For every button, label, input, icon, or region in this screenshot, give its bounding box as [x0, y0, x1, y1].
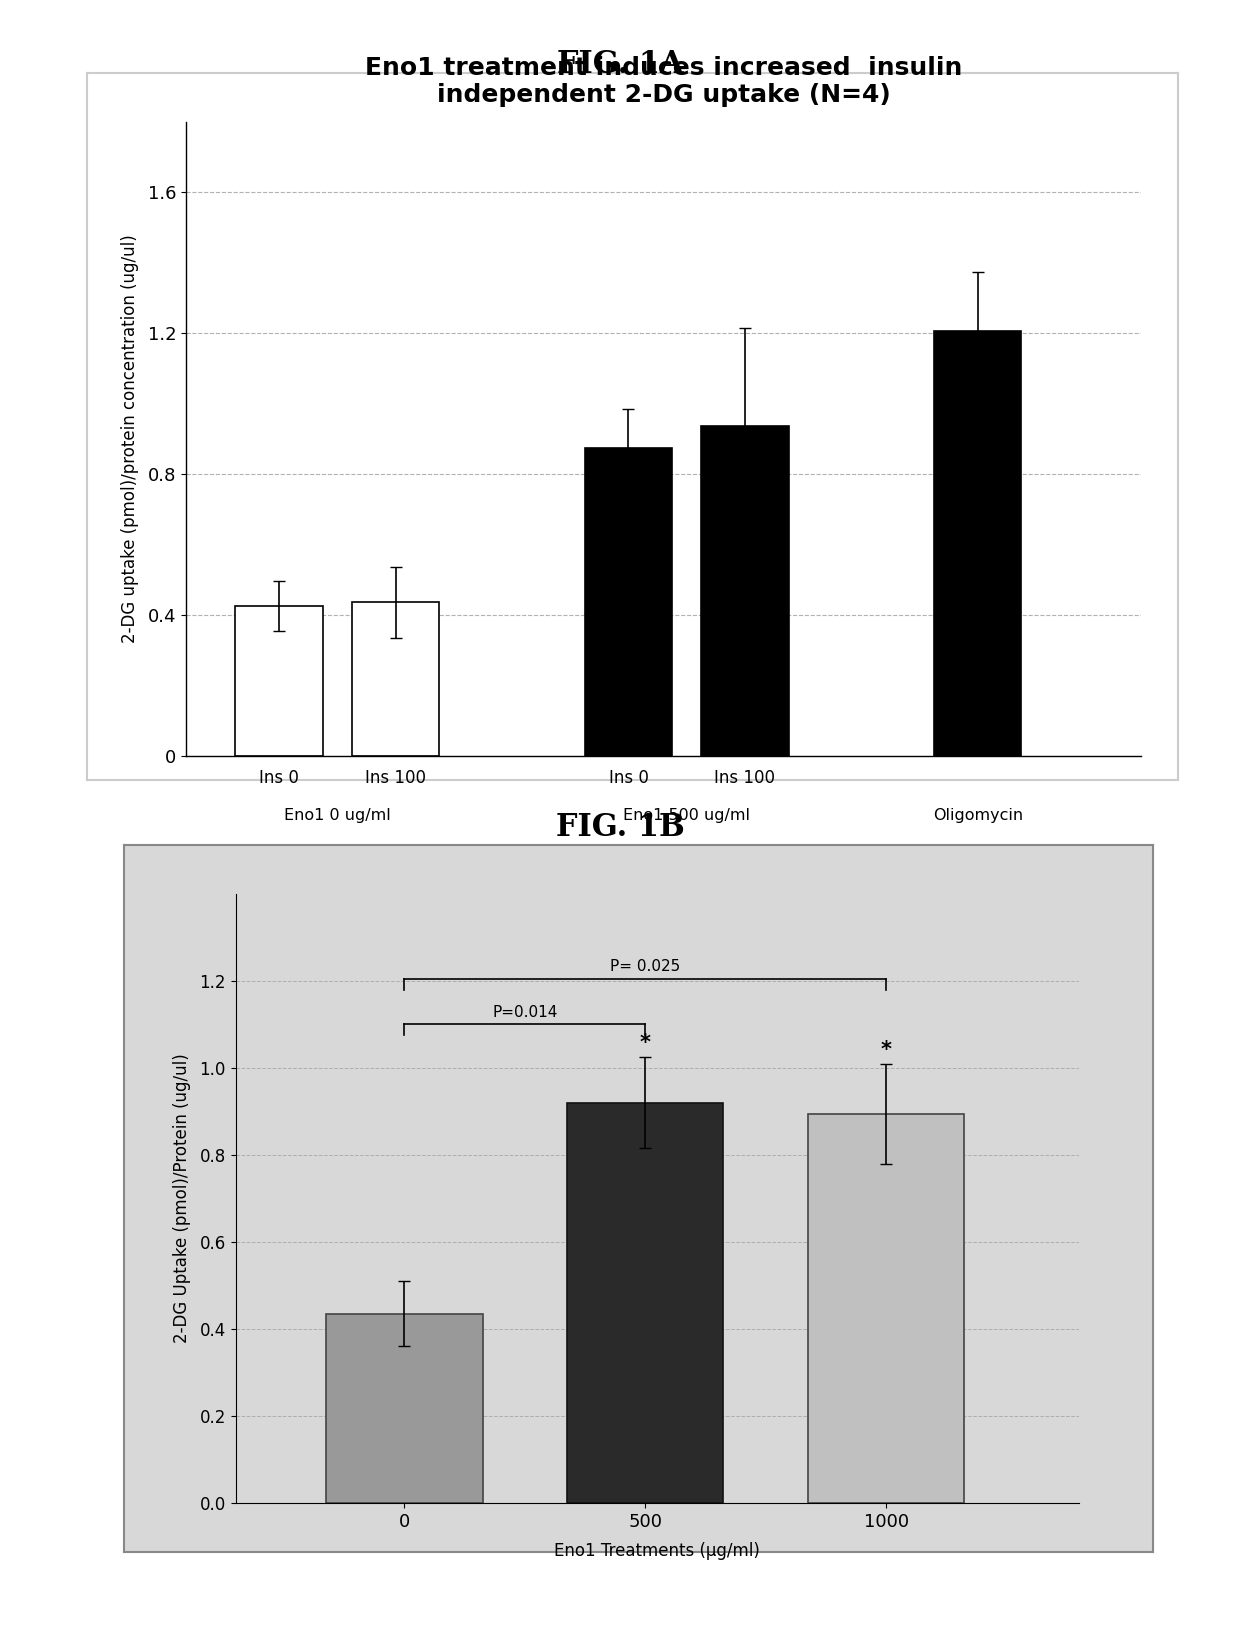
Bar — [326, 1313, 482, 1503]
Text: *: * — [880, 1040, 892, 1060]
Bar — [567, 1103, 723, 1503]
Text: *: * — [640, 1034, 651, 1053]
Title: Eno1 treatment induces increased  insulin
independent 2-DG uptake (N=4): Eno1 treatment induces increased insulin… — [365, 55, 962, 107]
Bar — [807, 1113, 965, 1503]
X-axis label: Eno1 Treatments (μg/ml): Eno1 Treatments (μg/ml) — [554, 1542, 760, 1560]
Bar — [702, 426, 789, 756]
Text: P= 0.025: P= 0.025 — [610, 959, 681, 975]
Text: FIG. 1A: FIG. 1A — [557, 49, 683, 80]
Bar — [934, 332, 1022, 756]
Bar — [352, 603, 439, 756]
Text: FIG. 1B: FIG. 1B — [556, 812, 684, 843]
Y-axis label: 2-DG Uptake (pmol)/Protein (ug/ul): 2-DG Uptake (pmol)/Protein (ug/ul) — [174, 1053, 191, 1344]
Text: Eno1 500 ug/ml: Eno1 500 ug/ml — [624, 808, 750, 824]
Y-axis label: 2-DG uptake (pmol)/protein concentration (ug/ul): 2-DG uptake (pmol)/protein concentration… — [122, 234, 139, 644]
Bar — [585, 447, 672, 756]
Text: P=0.014: P=0.014 — [492, 1004, 558, 1020]
Text: Eno1 0 ug/ml: Eno1 0 ug/ml — [284, 808, 391, 824]
Text: Oligomycin: Oligomycin — [932, 808, 1023, 824]
Bar — [236, 606, 322, 756]
